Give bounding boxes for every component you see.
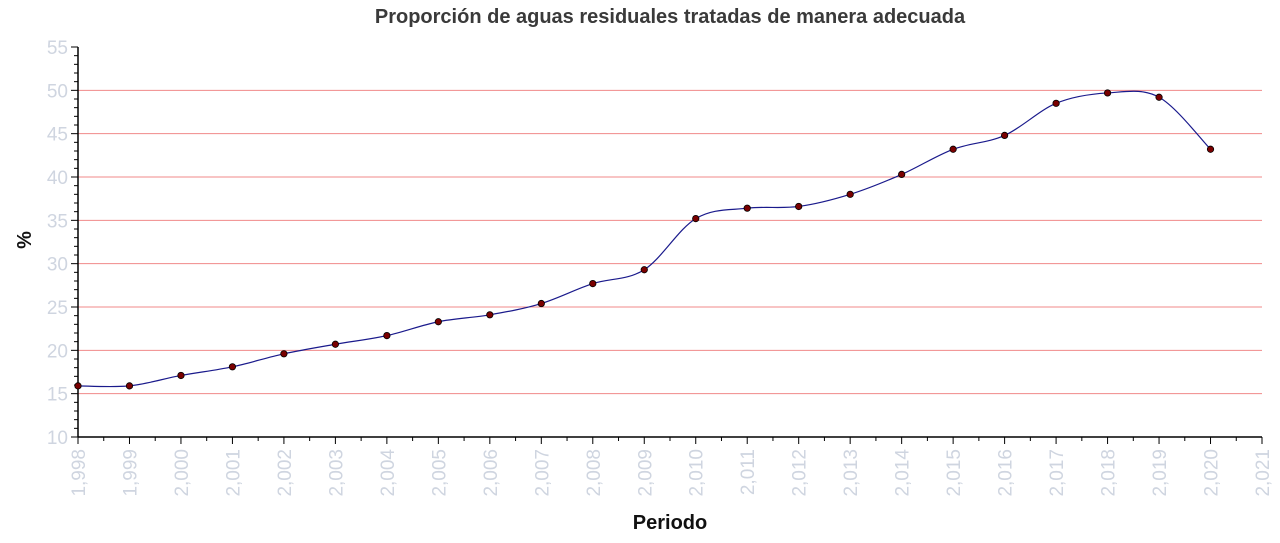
data-point xyxy=(1052,99,1060,107)
x-tick-label: 2,000 xyxy=(172,449,193,497)
x-tick-label: 2,008 xyxy=(584,449,605,497)
data-point xyxy=(949,145,957,153)
x-tick-label: 2,017 xyxy=(1047,449,1068,497)
x-tick-label: 1,998 xyxy=(69,449,90,497)
x-tick-label: 2,012 xyxy=(790,449,811,497)
data-point xyxy=(640,266,648,274)
y-tick-label: 30 xyxy=(47,255,68,276)
x-tick-label: 2,015 xyxy=(944,449,965,497)
data-point xyxy=(692,215,700,223)
y-tick-label: 45 xyxy=(47,125,68,146)
data-point xyxy=(74,382,82,390)
data-point xyxy=(1001,131,1009,139)
x-tick-label: 2,005 xyxy=(429,449,450,497)
x-tick-label: 2,009 xyxy=(635,449,656,497)
x-tick-label: 2,018 xyxy=(1099,449,1120,497)
x-tick-label: 2,011 xyxy=(738,449,759,495)
chart-title: Proporción de aguas residuales tratadas … xyxy=(374,6,966,28)
data-point xyxy=(1155,93,1163,101)
y-tick-label: 20 xyxy=(47,341,68,362)
data-point xyxy=(383,331,391,340)
data-series xyxy=(74,89,1215,390)
data-point xyxy=(228,363,237,371)
y-axis-label: % xyxy=(14,231,36,249)
data-point xyxy=(898,170,906,178)
y-tick-label: 10 xyxy=(47,428,68,449)
x-tick-label: 2,007 xyxy=(532,449,553,497)
x-tick-label: 2,002 xyxy=(275,449,296,497)
data-point xyxy=(331,340,339,348)
y-axis-ticks: 10 15 20 25 30 35 40 45 50 55 xyxy=(47,38,78,449)
data-point xyxy=(743,204,751,212)
x-tick-label: 2,014 xyxy=(893,449,914,497)
data-point xyxy=(486,311,494,319)
data-point xyxy=(434,318,442,326)
data-point xyxy=(846,190,854,198)
data-point xyxy=(280,350,288,358)
x-tick-label: 2,010 xyxy=(687,449,708,497)
y-tick-label: 55 xyxy=(47,38,68,59)
data-point xyxy=(1206,145,1215,153)
x-tick-label: 2,021 xyxy=(1253,449,1274,497)
x-tick-label: 2,013 xyxy=(841,449,862,497)
x-axis-label: Periodo xyxy=(633,512,707,534)
y-tick-label: 40 xyxy=(47,168,68,189)
y-tick-label: 15 xyxy=(47,385,68,406)
y-tick-label: 50 xyxy=(47,81,68,102)
data-point xyxy=(589,279,597,288)
data-point xyxy=(1103,89,1112,97)
x-tick-label: 1,999 xyxy=(120,449,141,497)
gridlines xyxy=(78,89,1262,395)
data-point xyxy=(177,371,185,380)
series-line xyxy=(77,90,1211,388)
x-tick-label: 2,020 xyxy=(1202,449,1223,497)
x-tick-label: 2,016 xyxy=(996,449,1017,497)
x-tick-label: 2,001 xyxy=(223,449,244,497)
data-point xyxy=(795,202,803,211)
x-tick-label: 2,003 xyxy=(326,449,347,497)
axes xyxy=(77,47,1262,438)
y-tick-label: 25 xyxy=(47,298,68,319)
x-axis-ticks: 1,998 1,999 2,000 2,001 2,002 2,003 2,004 2,005… xyxy=(69,437,1274,497)
x-tick-label: 2,006 xyxy=(481,449,502,497)
data-point xyxy=(125,382,134,390)
data-point xyxy=(537,299,545,308)
y-tick-label: 35 xyxy=(47,211,68,232)
x-tick-label: 2,004 xyxy=(378,449,399,497)
x-tick-label: 2,019 xyxy=(1150,449,1171,497)
